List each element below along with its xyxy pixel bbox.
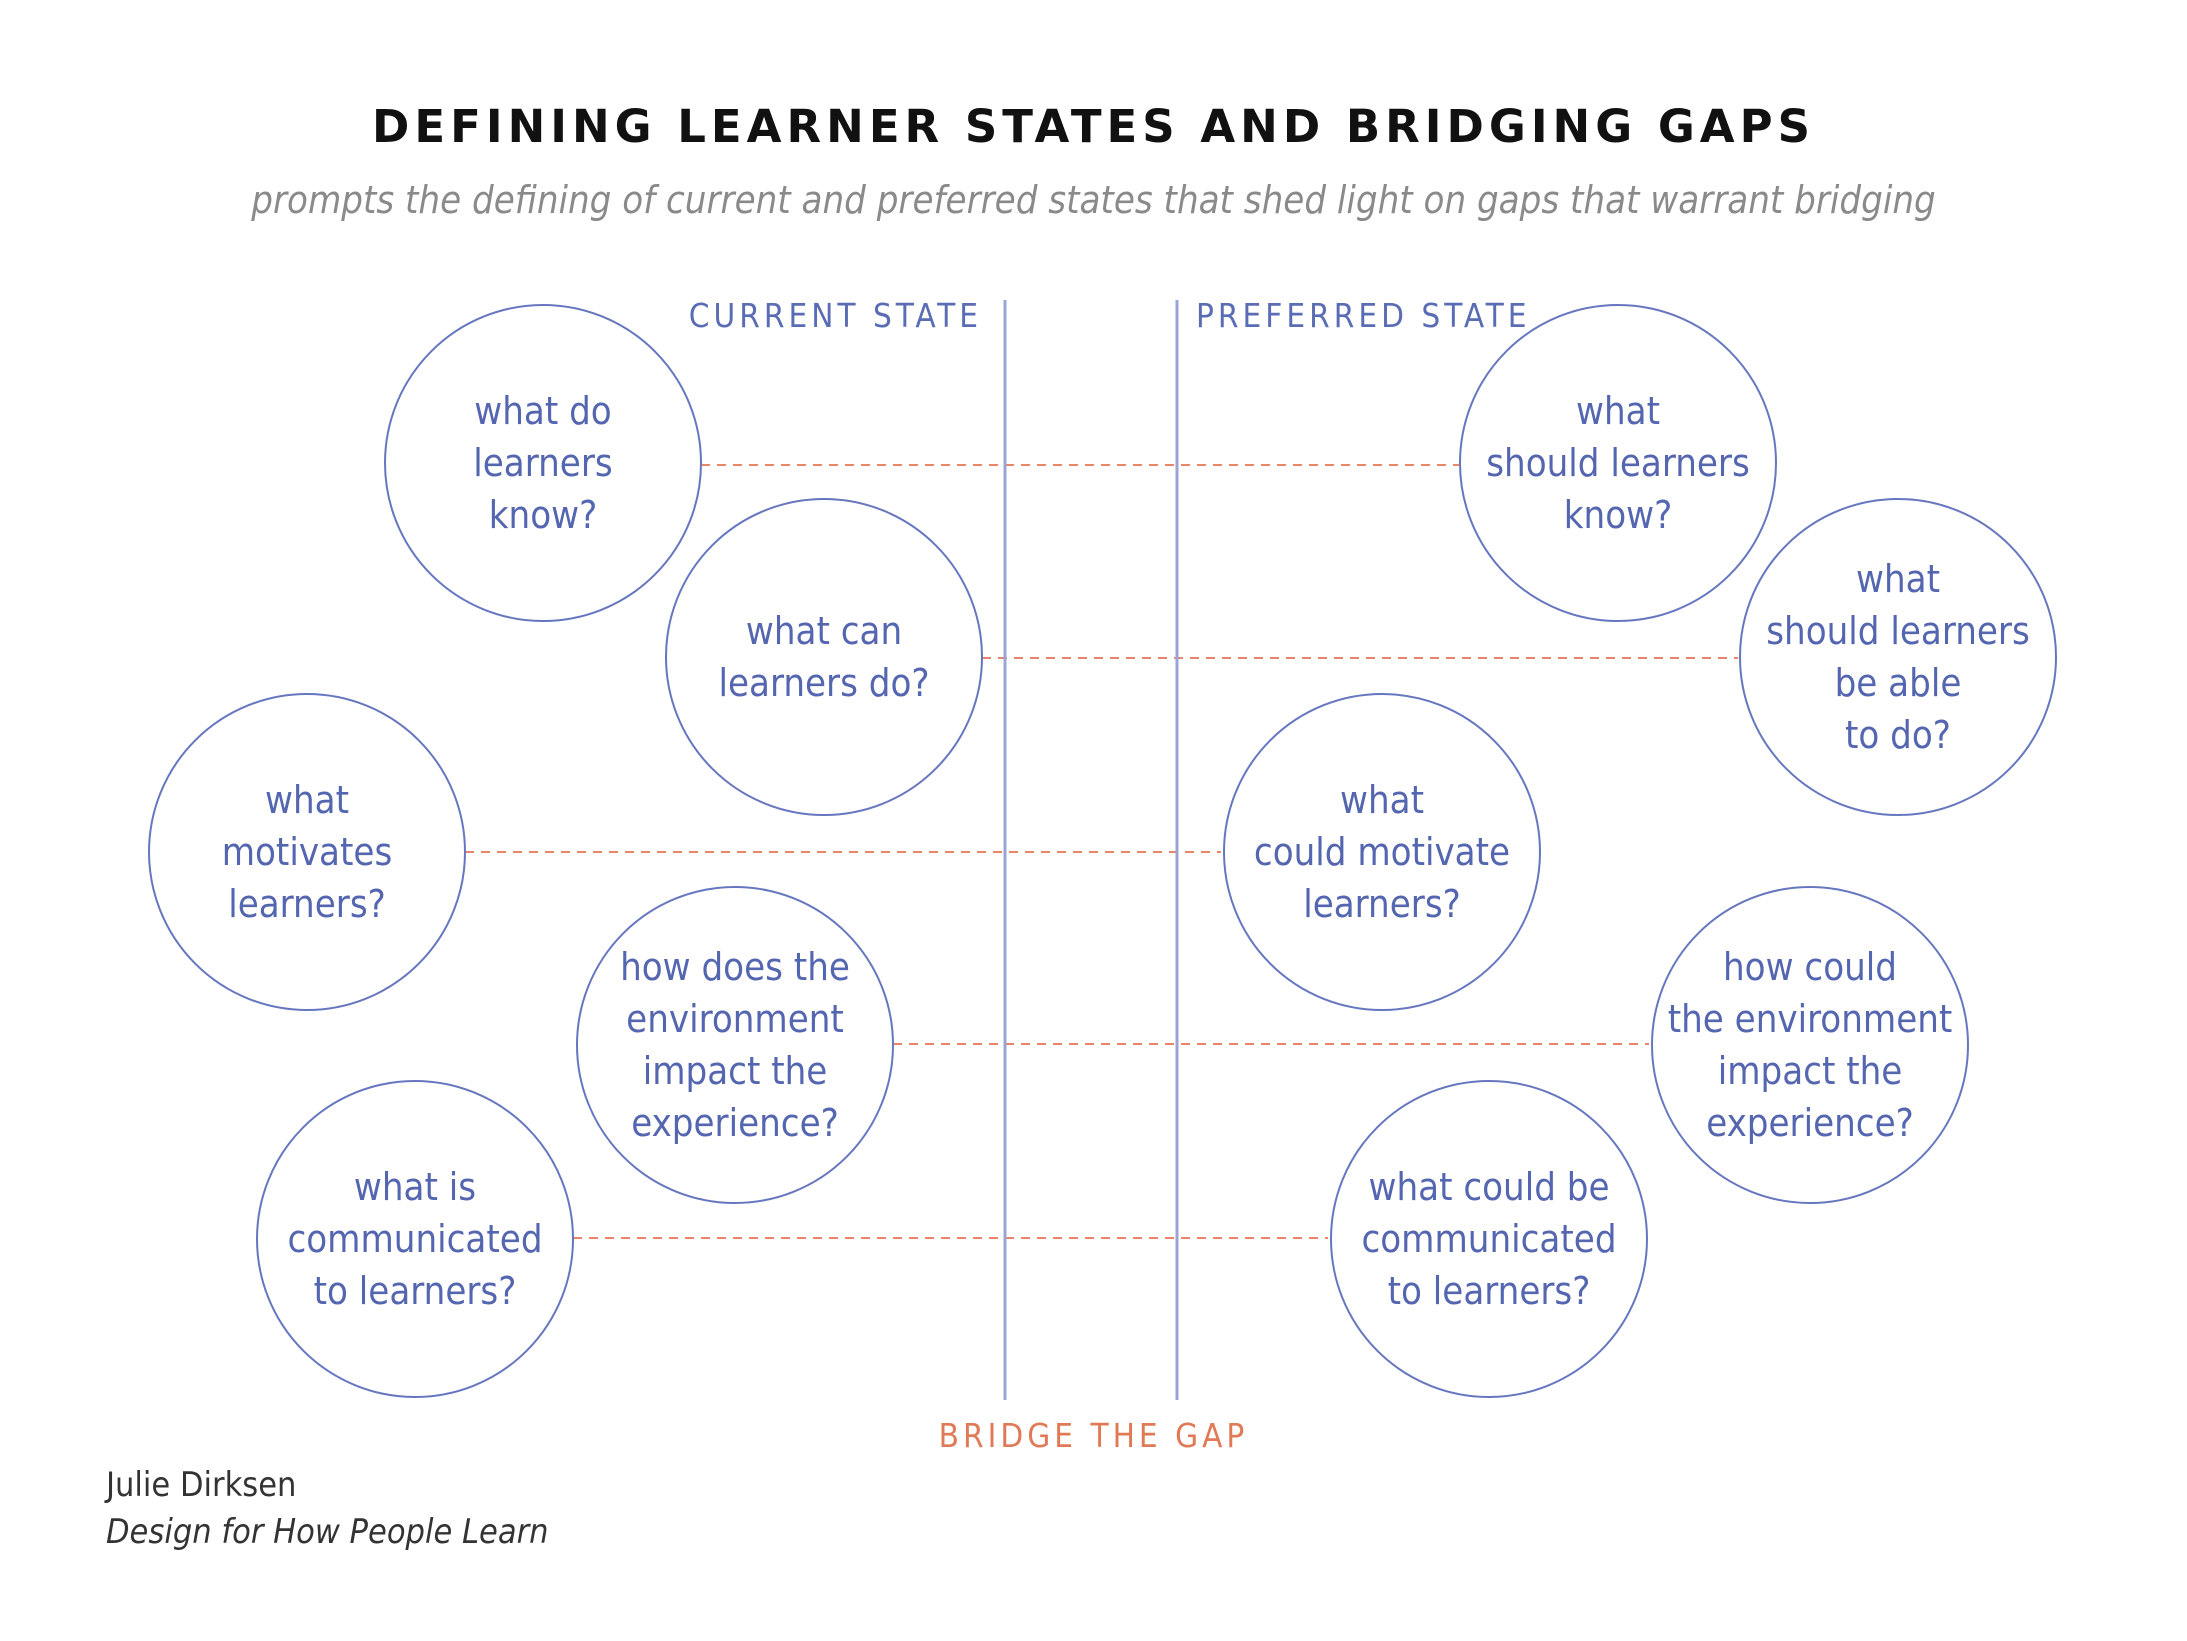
current-text-communicate: what is communicated to learners? xyxy=(287,1165,543,1313)
diagram-subtitle: prompts the defining of current and pref… xyxy=(251,178,1936,222)
preferred-circle-do xyxy=(1739,498,2057,816)
preferred-bubble-communicate: what could be communicated to learners? xyxy=(1331,1081,1647,1397)
credit-author: Julie Dirksen xyxy=(106,1465,297,1505)
preferred-circle-motivate xyxy=(1223,693,1541,1011)
current-circle-motivate xyxy=(148,693,466,1011)
current-circle-communicate xyxy=(256,1080,574,1398)
current-text-environment: how does the environment impact the expe… xyxy=(620,945,850,1145)
credit-book-title: Design for How People Learn xyxy=(106,1512,549,1552)
preferred-circle-environment xyxy=(1651,886,1969,1204)
preferred-text-environment: how could the environment impact the exp… xyxy=(1667,945,1953,1145)
current-circle-environment xyxy=(576,886,894,1204)
preferred-bubble-environment: how could the environment impact the exp… xyxy=(1652,887,1968,1203)
preferred-text-communicate: what could be communicated to learners? xyxy=(1361,1165,1617,1313)
preferred-state-label: PREFERRED STATE xyxy=(1196,296,1531,335)
current-bubble-motivate: what motivates learners? xyxy=(149,694,465,1010)
preferred-bubble-know: what should learners know? xyxy=(1460,305,1776,621)
preferred-bubble-motivate: what could motivate learners? xyxy=(1224,694,1540,1010)
current-text-do: what can learners do? xyxy=(718,609,930,705)
current-bubble-communicate: what is communicated to learners? xyxy=(257,1081,573,1397)
preferred-text-motivate: what could motivate learners? xyxy=(1253,778,1511,926)
preferred-text-know: what should learners know? xyxy=(1486,389,1750,537)
preferred-text-do: what should learners be able to do? xyxy=(1766,557,2030,757)
current-bubble-know: what do learners know? xyxy=(385,305,701,621)
preferred-bubble-do: what should learners be able to do? xyxy=(1740,499,2056,815)
current-state-label: CURRENT STATE xyxy=(688,296,982,335)
preferred-circle-know xyxy=(1459,304,1777,622)
current-text-know: what do learners know? xyxy=(473,389,613,537)
current-bubble-do: what can learners do? xyxy=(666,499,982,815)
bridge-the-gap-label: BRIDGE THE GAP xyxy=(938,1416,1249,1455)
diagram-title: DEFINING LEARNER STATES AND BRIDGING GAP… xyxy=(372,100,1815,153)
current-bubble-environment: how does the environment impact the expe… xyxy=(577,887,893,1203)
current-circle-know xyxy=(384,304,702,622)
preferred-circle-communicate xyxy=(1330,1080,1648,1398)
current-text-motivate: what motivates learners? xyxy=(221,778,393,926)
current-circle-do xyxy=(665,498,983,816)
